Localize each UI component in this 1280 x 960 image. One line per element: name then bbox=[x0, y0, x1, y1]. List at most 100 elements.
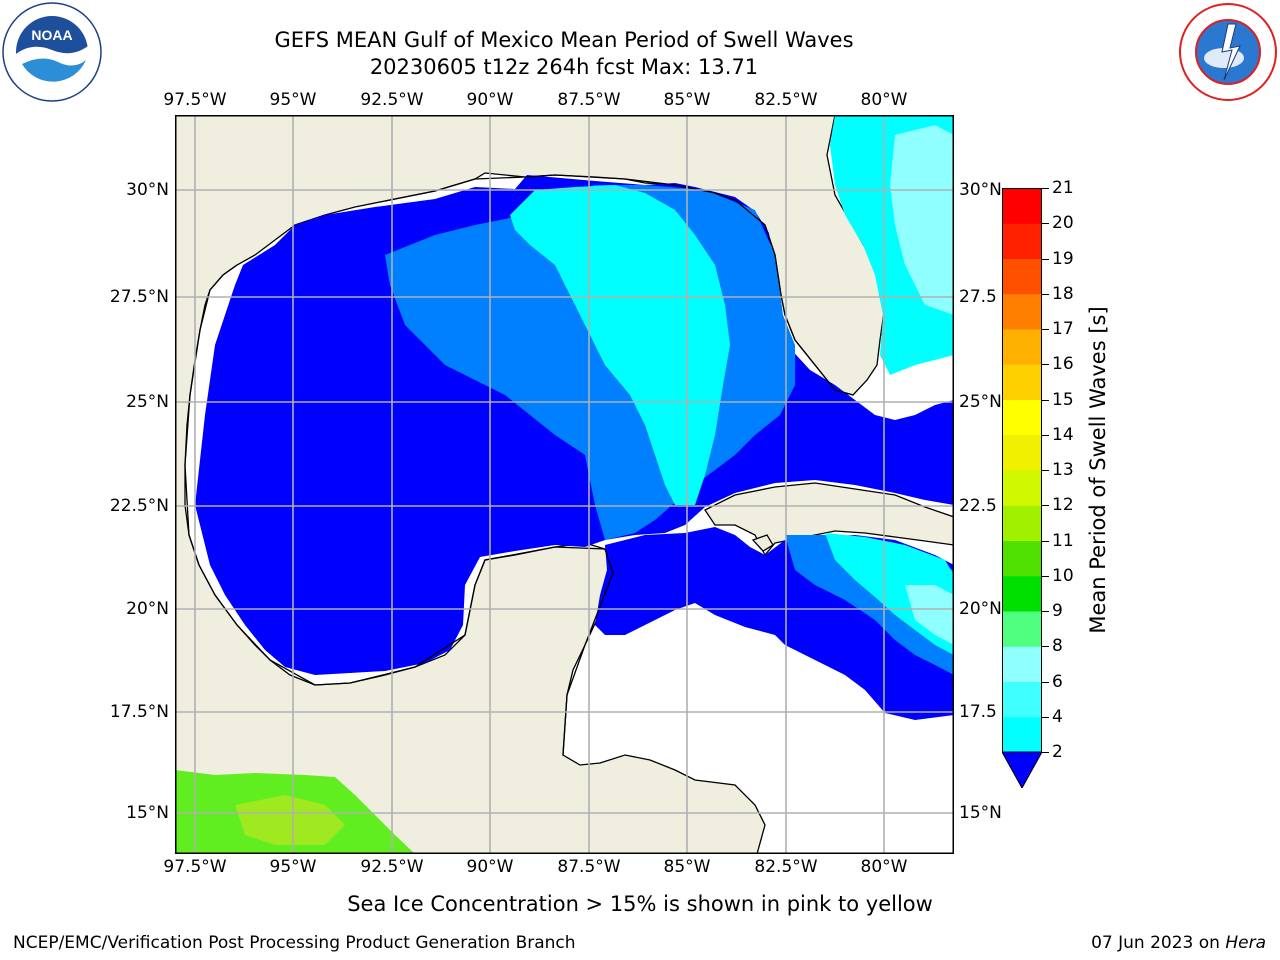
lon-tick-bottom: 90°W bbox=[466, 857, 514, 877]
colorbar-tick-mark bbox=[1042, 329, 1049, 330]
lat-tick-left: 30°N bbox=[126, 180, 169, 200]
coastlines bbox=[184, 174, 854, 756]
lat-tick-right: 25°N bbox=[959, 392, 1002, 412]
colorbar-block bbox=[1002, 716, 1042, 753]
colorbar-block bbox=[1002, 505, 1042, 541]
colorbar-block bbox=[1002, 188, 1042, 224]
colorbar-block bbox=[1002, 329, 1042, 365]
isle-of-youth bbox=[751, 534, 774, 552]
colorbar-tick-mark bbox=[1042, 399, 1049, 401]
colorbar-block bbox=[1002, 364, 1042, 400]
lon-tick-bottom: 85°W bbox=[663, 857, 711, 877]
colorbar-min-extension bbox=[1002, 751, 1042, 788]
colorbar-tick-mark bbox=[1042, 470, 1049, 471]
colorbar-tick-label: 19 bbox=[1052, 248, 1074, 269]
colorbar-tick-label: 16 bbox=[1052, 354, 1074, 375]
colorbar-tick-label: 20 bbox=[1052, 213, 1074, 234]
colorbar-tick-mark bbox=[1042, 646, 1049, 648]
lat-tick-right: 27.5 bbox=[959, 287, 997, 307]
swell-12-13s-pacific bbox=[235, 795, 345, 845]
footer-host: Hera bbox=[1225, 933, 1266, 953]
colorbar-tick-mark bbox=[1042, 188, 1049, 189]
lat-tick-right: 15°N bbox=[959, 803, 1002, 823]
colorbar-block bbox=[1002, 399, 1042, 436]
lon-tick-bottom: 80°W bbox=[860, 857, 908, 877]
lon-tick-bottom: 87.5°W bbox=[557, 857, 621, 877]
lat-tick-right: 30°N bbox=[959, 180, 1002, 200]
lon-tick-top: 97.5°W bbox=[163, 90, 227, 110]
colorbar-title: Mean Period of Swell Waves [s] bbox=[1086, 306, 1110, 634]
lon-tick-bottom: 92.5°W bbox=[360, 857, 424, 877]
colorbar-tick-label: 10 bbox=[1052, 565, 1074, 586]
footer-date-text: 07 Jun 2023 on bbox=[1091, 933, 1226, 953]
colorbar-block bbox=[1002, 611, 1042, 647]
colorbar-tick-mark bbox=[1042, 575, 1049, 577]
national-weather-service-logo bbox=[1179, 3, 1277, 101]
swell-8-9s-caribbean bbox=[905, 585, 954, 645]
colorbar-tick-mark bbox=[1042, 258, 1049, 260]
lat-tick-left: 25°N bbox=[126, 392, 169, 412]
colorbar-tick-mark bbox=[1042, 540, 1049, 542]
colorbar-block bbox=[1002, 223, 1042, 259]
chart-title: GEFS MEAN Gulf of Mexico Mean Period of … bbox=[274, 28, 854, 52]
chart-subtitle: 20230605 t12z 264h fcst Max: 13.71 bbox=[369, 55, 759, 79]
lon-tick-top: 87.5°W bbox=[557, 90, 621, 110]
lat-tick-right: 22.5 bbox=[959, 496, 997, 516]
lon-tick-top: 95°W bbox=[269, 90, 317, 110]
lon-tick-bottom: 95°W bbox=[269, 857, 317, 877]
sea-ice-note: Sea Ice Concentration > 15% is shown in … bbox=[347, 892, 933, 916]
colorbar-block bbox=[1002, 575, 1042, 612]
colorbar-tick-mark bbox=[1042, 611, 1049, 612]
colorbar-tick-label: 11 bbox=[1052, 530, 1074, 551]
lat-tick-left: 22.5°N bbox=[109, 496, 169, 516]
lon-tick-bottom: 97.5°W bbox=[163, 857, 227, 877]
footer-date: 07 Jun 2023 on Hera bbox=[1091, 933, 1266, 953]
lon-tick-bottom: 82.5°W bbox=[754, 857, 818, 877]
colorbar-tick-mark bbox=[1042, 364, 1049, 366]
colorbar-tick-label: 21 bbox=[1052, 178, 1074, 198]
colorbar-tick-mark bbox=[1042, 716, 1049, 718]
colorbar-block bbox=[1002, 681, 1042, 718]
lat-tick-right: 17.5 bbox=[959, 702, 997, 722]
footer-organization: NCEP/EMC/Verification Post Processing Pr… bbox=[13, 933, 576, 953]
colorbar-tick-label: 17 bbox=[1052, 319, 1074, 339]
lat-tick-right: 20°N bbox=[959, 599, 1002, 619]
colorbar bbox=[1002, 188, 1042, 788]
colorbar-tick-label: 2 bbox=[1052, 742, 1063, 762]
colorbar-tick-mark bbox=[1042, 752, 1049, 753]
colorbar-tick-mark bbox=[1042, 223, 1049, 225]
colorbar-tick-label: 15 bbox=[1052, 389, 1074, 410]
lat-tick-left: 17.5°N bbox=[109, 702, 169, 722]
lat-tick-left: 27.5°N bbox=[109, 287, 169, 307]
colorbar-tick-label: 6 bbox=[1052, 671, 1063, 692]
colorbar-tick-label: 18 bbox=[1052, 283, 1074, 304]
colorbar-block bbox=[1002, 293, 1042, 330]
colorbar-tick-label: 14 bbox=[1052, 424, 1074, 445]
colorbar-tick-label: 4 bbox=[1052, 706, 1063, 727]
svg-text:NOAA: NOAA bbox=[31, 27, 72, 43]
colorbar-tick-mark bbox=[1042, 293, 1049, 295]
colorbar-tick-mark bbox=[1042, 505, 1049, 507]
lat-tick-left: 15°N bbox=[126, 803, 169, 823]
gulf-of-mexico-swell-period-map bbox=[175, 115, 954, 854]
colorbar-block bbox=[1002, 470, 1042, 506]
lat-tick-left: 20°N bbox=[126, 599, 169, 619]
colorbar-block bbox=[1002, 258, 1042, 295]
swell-period-fill bbox=[175, 115, 954, 854]
lon-tick-top: 80°W bbox=[860, 90, 908, 110]
lon-tick-top: 85°W bbox=[663, 90, 711, 110]
lon-tick-top: 82.5°W bbox=[754, 90, 818, 110]
colorbar-tick-mark bbox=[1042, 681, 1049, 683]
colorbar-tick-mark bbox=[1042, 434, 1049, 436]
graticule bbox=[175, 115, 954, 854]
map-frame bbox=[175, 115, 954, 854]
lon-tick-top: 90°W bbox=[466, 90, 514, 110]
colorbar-block bbox=[1002, 646, 1042, 682]
lon-tick-top: 92.5°W bbox=[360, 90, 424, 110]
colorbar-frame bbox=[1002, 188, 1042, 753]
noaa-logo: NOAA bbox=[2, 2, 102, 102]
colorbar-tick-label: 9 bbox=[1052, 601, 1063, 621]
colorbar-block bbox=[1002, 540, 1042, 577]
colorbar-tick-label: 8 bbox=[1052, 636, 1063, 657]
colorbar-tick-label: 12 bbox=[1052, 495, 1074, 516]
